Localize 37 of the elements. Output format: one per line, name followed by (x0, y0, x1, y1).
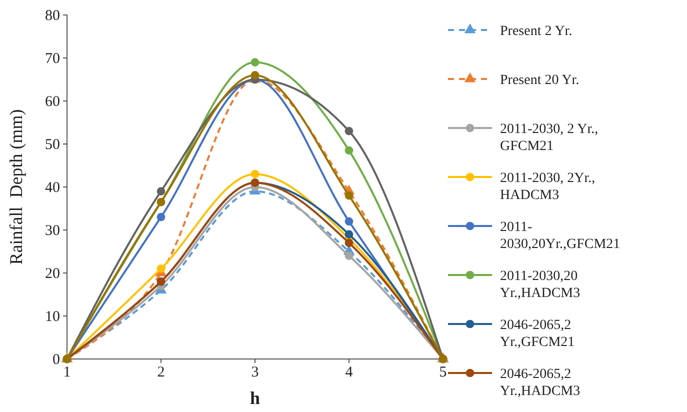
legend-label: 2011-2030, 2 Yr., GFCM21 (500, 122, 602, 154)
y-tick-label: 80 (45, 8, 60, 24)
x-axis-title: h (250, 388, 260, 408)
y-tick-label: 0 (52, 352, 60, 368)
legend-label: 2011-2030, 2Yr., HADCM3 (500, 171, 599, 203)
point (344, 230, 354, 238)
y-tick-label: 30 (45, 222, 60, 239)
point (156, 212, 166, 222)
y-tick-label: 60 (45, 94, 60, 110)
y-tick-label: 10 (45, 308, 60, 325)
x-tick-label: 2 (157, 364, 165, 381)
x-tick-label: 4 (345, 364, 354, 381)
point (344, 191, 354, 200)
legend-label: 2046-2065,2 Yr.,GFCM21 (500, 318, 575, 350)
x-tick-label: 5 (439, 364, 447, 381)
legend-label: 2046-2065,2 Yr.,HADCM3 (500, 367, 580, 399)
legend-label: 2011-2030,20Yr.,GFCM21 (500, 220, 620, 252)
y-axis-title: Rainfall Depth (mm) (6, 109, 26, 265)
point (250, 170, 260, 178)
legend-label: Present 20 Yr. (500, 73, 580, 88)
point (250, 58, 260, 66)
point (156, 264, 166, 273)
point (344, 238, 354, 248)
point (156, 187, 166, 196)
y-tick-label: 50 (45, 136, 60, 153)
x-tick-label: 1 (63, 364, 71, 381)
x-tick-label: 3 (251, 364, 259, 381)
point (344, 217, 354, 226)
y-tick-label: 40 (45, 180, 60, 196)
legend-label: Present 2 Yr. (500, 24, 572, 39)
legend-label: 2011-2030,20 Yr.,HADCM3 (500, 269, 582, 301)
y-tick-label: 20 (45, 266, 60, 282)
y-tick-label: 70 (45, 50, 60, 67)
point (344, 146, 354, 155)
point (344, 252, 354, 260)
point (344, 126, 354, 136)
point (250, 71, 260, 80)
